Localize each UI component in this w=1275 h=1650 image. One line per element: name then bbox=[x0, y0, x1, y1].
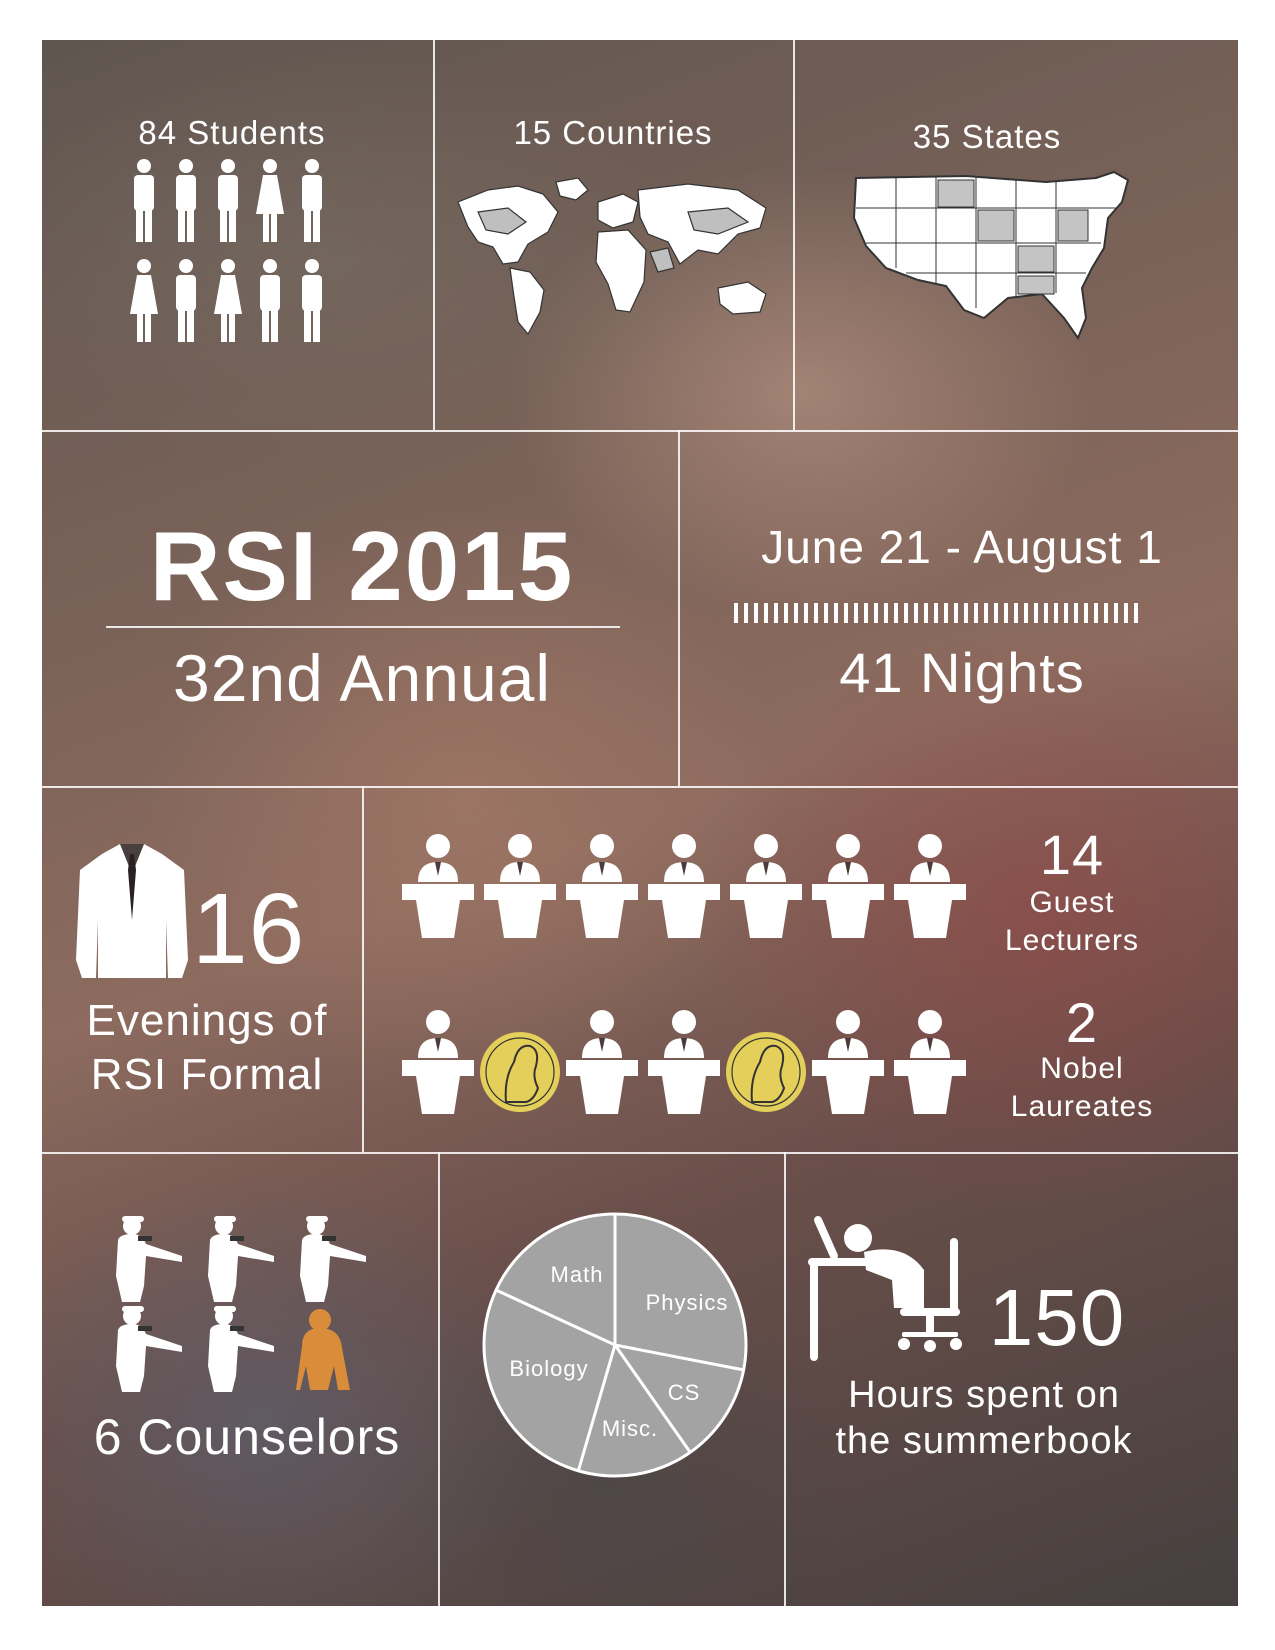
summerbook-count: 150 bbox=[988, 1273, 1126, 1362]
event-dates: June 21 - August 1 bbox=[761, 521, 1163, 573]
divider-col bbox=[784, 1152, 786, 1606]
counselors-icon-grid bbox=[116, 1216, 366, 1392]
divider-col bbox=[433, 40, 435, 430]
pie-label-misc: Misc. bbox=[601, 1416, 659, 1441]
laureate-row bbox=[402, 1010, 966, 1114]
lecturer-row bbox=[402, 834, 966, 938]
formal-count: 16 bbox=[192, 873, 306, 985]
lecturers-label-line2: Lecturers bbox=[1004, 924, 1140, 957]
divider-col bbox=[678, 430, 680, 786]
lecturers-label-line1: Guest bbox=[1029, 886, 1115, 919]
divider-col bbox=[362, 786, 364, 1152]
students-icon-grid bbox=[130, 159, 322, 342]
pie-label-math: Math bbox=[550, 1262, 604, 1287]
nights-tally-bar bbox=[734, 603, 1140, 623]
desk-worker-icon bbox=[808, 1216, 962, 1361]
pie-label-cs: CS bbox=[667, 1380, 701, 1405]
subjects-pie-chart bbox=[482, 1212, 748, 1478]
divider-col bbox=[438, 1152, 440, 1606]
lecturers-icon-grid bbox=[402, 834, 966, 1114]
divider-col bbox=[793, 40, 795, 430]
divider-row-3 bbox=[42, 1152, 1238, 1154]
nights-count: 41 Nights bbox=[839, 641, 1085, 704]
divider-row-1 bbox=[42, 430, 1238, 432]
title-underline bbox=[106, 626, 620, 628]
states-label: 35 States bbox=[912, 118, 1062, 155]
infographic-poster: 84 Students bbox=[42, 40, 1238, 1606]
usa-map-icon bbox=[852, 170, 1130, 341]
suit-icon bbox=[76, 844, 188, 978]
students-label: 84 Students bbox=[138, 114, 326, 151]
divider-row-2 bbox=[42, 786, 1238, 788]
world-map-icon bbox=[457, 177, 767, 336]
nobel-label-line2: Laureates bbox=[1010, 1090, 1154, 1123]
nobel-label-line1: Nobel bbox=[1040, 1052, 1124, 1085]
pie-label-physics: Physics bbox=[645, 1290, 729, 1315]
event-title: RSI 2015 bbox=[149, 511, 575, 621]
event-subtitle: 32nd Annual bbox=[172, 641, 552, 715]
formal-label-line1: Evenings of bbox=[86, 996, 328, 1045]
pie-label-biology: Biology bbox=[509, 1356, 589, 1381]
summerbook-label-line2: the summerbook bbox=[835, 1420, 1133, 1462]
summerbook-label-line1: Hours spent on bbox=[848, 1374, 1120, 1416]
lecturers-count: 14 bbox=[1039, 823, 1105, 886]
counselors-label: 6 Counselors bbox=[93, 1409, 401, 1465]
formal-label-line2: RSI Formal bbox=[90, 1050, 324, 1099]
nobel-count: 2 bbox=[1065, 991, 1099, 1054]
countries-label: 15 Countries bbox=[513, 114, 713, 151]
